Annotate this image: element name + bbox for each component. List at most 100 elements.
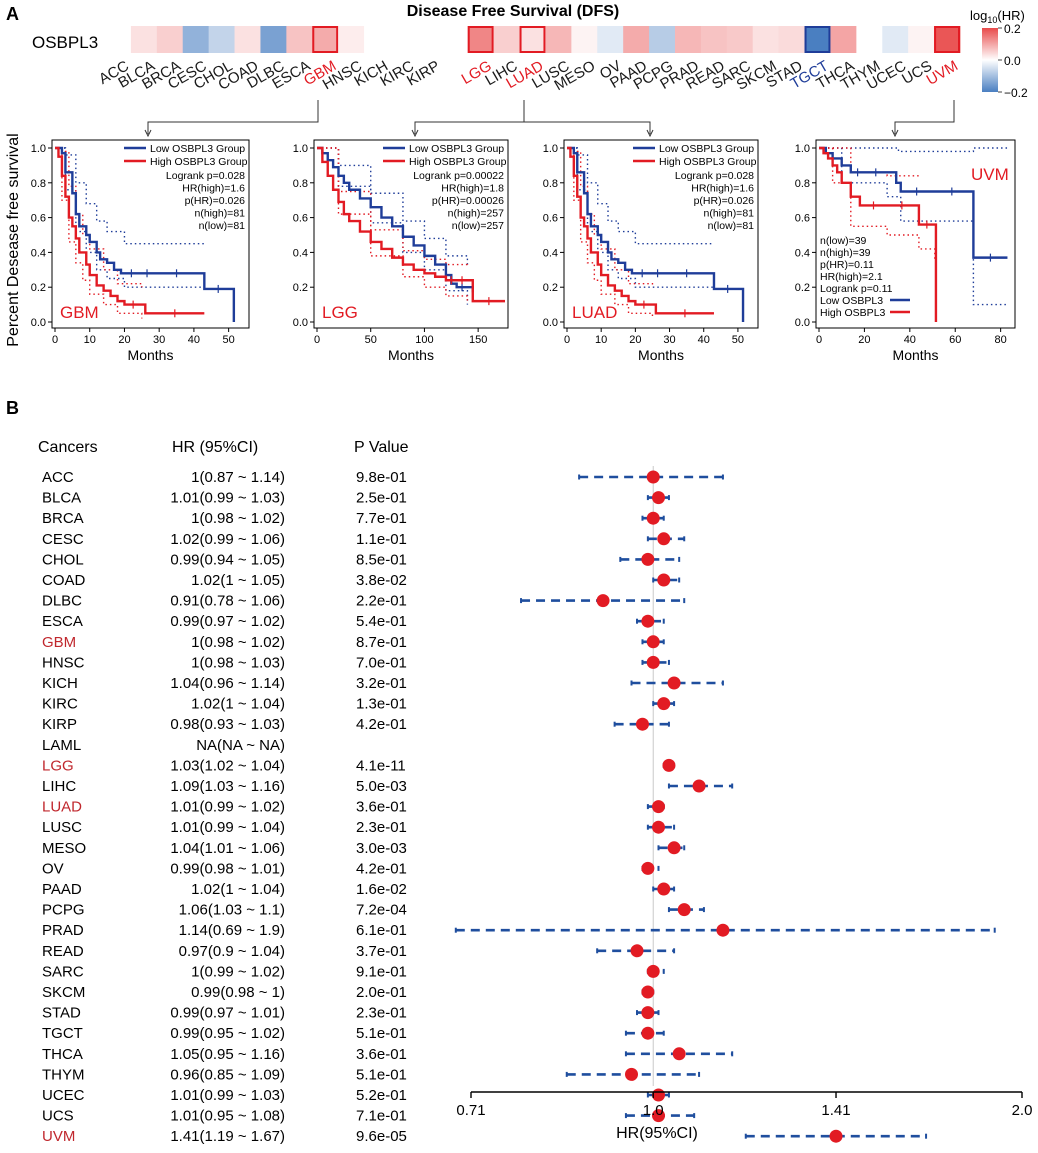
km-plots: 0.0 0.2 0.4 0.6 0.8 1.0 0 10 20 30 40 50 Months GBM Lo… [31, 139, 1016, 363]
forest-cancer: BRCA [42, 510, 84, 527]
km-ytick-label: 0.6 [795, 213, 810, 225]
heatmap-highlight-gbm [312, 26, 339, 53]
km-high-ci-lower [55, 147, 143, 319]
forest-hr-text: 1.03(1.02 ~ 1.04) [170, 757, 285, 774]
forest-point [624, 1067, 638, 1081]
heatmap-cell-prad [675, 26, 702, 53]
header-cancers: Cancers [38, 439, 98, 456]
colorbar-tick-label: 0.2 [1004, 22, 1021, 36]
forest-point [652, 820, 666, 834]
heatmap-cell-thym [856, 26, 883, 53]
heatmap-cell-thca [830, 26, 857, 53]
forest-cancer: HNSC [42, 654, 85, 671]
km-stat: p(HR)=0.00026 [432, 195, 504, 207]
km-ytick-label: 1.0 [31, 143, 46, 155]
forest-row-esca: ESCA 0.99(0.97 ~ 1.02) 5.4e-01 [42, 613, 665, 630]
heatmap-highlight-lgg [467, 26, 494, 53]
heatmap-cell-ucec [882, 26, 909, 53]
km-xtick-label: 60 [949, 334, 961, 346]
km-xtick-label: 20 [629, 334, 641, 346]
forest-cancer: DLBC [42, 593, 82, 610]
km-ytick-label: 0.2 [543, 282, 558, 294]
km-xlabel: Months [128, 347, 174, 363]
heatmap-cell-coad [234, 26, 261, 53]
forest-hr-text: 1.41(1.19 ~ 1.67) [170, 1128, 285, 1145]
forest-row-pcpg: PCPG 1.06(1.03 ~ 1.1) 7.2e-04 [42, 902, 705, 919]
forest-hr-text: 1.05(0.95 ~ 1.16) [170, 1046, 285, 1063]
km-xtick-label: 10 [84, 334, 96, 346]
km-xtick-label: 10 [595, 334, 607, 346]
forest-point [646, 964, 660, 978]
forest-row-lgg: LGG 1.03(1.02 ~ 1.04) 4.1e-11 [42, 757, 676, 774]
km-ytick-label: 0.4 [795, 247, 810, 259]
forest-row-ov: OV 0.99(0.98 ~ 1.01) 4.2e-01 [42, 860, 660, 877]
forest-pvalue: 1.6e-02 [356, 881, 407, 898]
heatmap-cell-ucs [908, 26, 935, 53]
forest-row-hnsc: HNSC 1(0.98 ~ 1.03) 7.0e-01 [42, 654, 670, 671]
forest-row-cesc: CESC 1.02(0.99 ~ 1.06) 1.1e-01 [42, 531, 686, 548]
heatmap-cell-read [700, 26, 728, 53]
colorbar-tick-label: −0.2 [1004, 86, 1028, 100]
km-stat: n(low)=81 [708, 220, 755, 232]
forest-point [641, 861, 655, 875]
forest-point [630, 944, 644, 958]
km-xtick-label: 40 [188, 334, 200, 346]
km-stat: HR(high)=1.6 [691, 183, 754, 195]
km-frame [815, 139, 1016, 329]
forest-point [652, 1088, 666, 1102]
km-ytick-label: 0.4 [543, 247, 558, 259]
heatmap-cell-kich [364, 26, 391, 53]
forest-point [635, 717, 649, 731]
forest-hr-text: 0.99(0.95 ~ 1.02) [170, 1025, 285, 1042]
forest-cancer: PAAD [42, 881, 82, 898]
forest-hr-text: 0.97(0.9 ~ 1.04) [179, 943, 285, 960]
km-legend-high: High OSBPL3 [820, 307, 886, 319]
km-stat: n(high)=81 [704, 208, 755, 220]
forest-pvalue: 8.5e-01 [356, 551, 407, 568]
forest-cancer: READ [42, 943, 84, 960]
forest-cancer: UCS [42, 1108, 74, 1125]
forest-cancer: LIHC [42, 778, 76, 795]
forest-pvalue: 8.7e-01 [356, 634, 407, 651]
forest-hr-text: 0.99(0.97 ~ 1.02) [170, 613, 285, 630]
forest-cancer: TGCT [42, 1025, 83, 1042]
forest-pvalue: 7.2e-04 [356, 902, 407, 919]
forest-pvalue: 1.3e-01 [356, 696, 407, 713]
forest-hr-text: 1.09(1.03 ~ 1.16) [170, 778, 285, 795]
km-plot-lgg: 0.0 0.2 0.4 0.6 0.8 1.0 0 50 100 150 Months LGG Low … [293, 139, 509, 363]
forest-pvalue: 2.0e-01 [356, 984, 407, 1001]
forest-hr-text: NA(NA ~ NA) [196, 737, 285, 754]
forest-row-prad: PRAD 1.14(0.69 ~ 1.9) 6.1e-01 [42, 922, 996, 939]
forest-pvalue: 5.0e-03 [356, 778, 407, 795]
heatmap-cell-chol [208, 26, 235, 53]
forest-point [652, 800, 666, 814]
forest-point [692, 779, 706, 793]
forest-row-stad: STAD 0.99(0.97 ~ 1.01) 2.3e-01 [42, 1005, 660, 1022]
forest-cancer: SKCM [42, 984, 85, 1001]
km-xtick-label: 50 [223, 334, 235, 346]
forest-row-kich: KICH 1.04(0.96 ~ 1.14) 3.2e-01 [42, 675, 724, 692]
km-ytick-label: 0.0 [795, 317, 810, 329]
km-cancer-label: UVM [971, 165, 1009, 184]
km-ytick-label: 0.0 [293, 317, 308, 329]
forest-pvalue: 3.6e-01 [356, 799, 407, 816]
km-ytick-label: 1.0 [795, 143, 810, 155]
km-stat: Logrank p=0.11 [820, 283, 893, 295]
forest-cancer: BLCA [42, 490, 81, 507]
forest-cancer: ACC [42, 469, 74, 486]
km-stat: n(high)=39 [820, 247, 871, 259]
heatmap-cell-gbm [312, 26, 339, 53]
forest-point [657, 573, 671, 587]
forest-cancer: LGG [42, 757, 74, 774]
forest-cancer: THCA [42, 1046, 83, 1063]
forest-cancer: PRAD [42, 922, 84, 939]
forest-row-lusc: LUSC 1.01(0.99 ~ 1.04) 2.3e-01 [42, 819, 676, 836]
heatmap-cell-sarc [726, 26, 754, 53]
forest-hr-text: 1.02(0.99 ~ 1.06) [170, 531, 285, 548]
km-stat: Logrank p=0.00022 [413, 170, 504, 182]
km-high-ci-lower [567, 147, 654, 319]
km-xlabel: Months [893, 347, 939, 363]
km-high-ci-upper [567, 147, 654, 288]
km-ytick-label: 0.2 [31, 282, 46, 294]
